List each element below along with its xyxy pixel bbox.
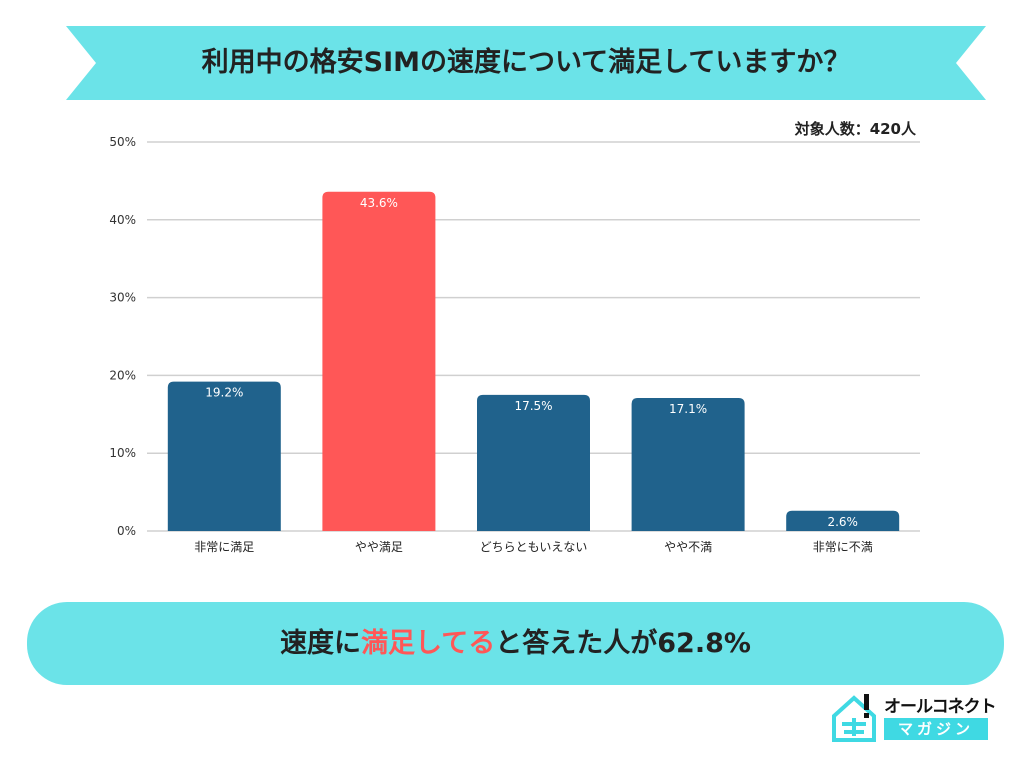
bar [167, 381, 281, 531]
sample-size: 対象人数：420人 [794, 120, 916, 138]
logo-subtitle: マガジン [884, 718, 988, 740]
data-label: 19.2% [205, 386, 243, 400]
y-tick-label: 10% [109, 446, 136, 460]
bar [322, 191, 436, 532]
summary-text: 速度に [280, 628, 362, 659]
bar [477, 394, 590, 531]
y-tick-label: 40% [109, 213, 136, 227]
data-label: 17.1% [669, 402, 707, 416]
data-label: 17.5% [514, 399, 552, 413]
bar [631, 397, 745, 531]
y-tick-label: 20% [109, 368, 136, 382]
data-label: 43.6% [360, 196, 398, 210]
data-label: 2.6% [827, 515, 858, 529]
summary-banner: 速度に満足してると答えた人が62.8% [27, 602, 1004, 685]
page-title: 利用中の格安SIMの速度について満足していますか？ [201, 47, 851, 78]
summary-text-end: と答えた人が62.8% [495, 628, 751, 659]
x-tick-label: どちらともいえない [480, 540, 588, 554]
logo-title: オールコネクト [884, 697, 997, 717]
x-tick-label: やや満足 [355, 540, 403, 554]
title-banner [66, 26, 986, 100]
summary-highlight: 満足してる [361, 628, 496, 659]
house-icon [832, 694, 876, 742]
x-tick-label: やや不満 [664, 540, 712, 554]
logo: オールコネクト マガジン [830, 692, 1000, 744]
y-tick-label: 30% [109, 291, 136, 305]
y-tick-label: 0% [117, 524, 136, 538]
bar [786, 510, 900, 531]
y-tick-label: 50% [109, 135, 136, 149]
x-tick-label: 非常に不満 [813, 540, 873, 554]
x-tick-label: 非常に満足 [194, 540, 254, 554]
bar-chart: 0% 10% 20% 30% 40% 50% 19.2% 非常に満足 43.6% やや満足 17.5… [109, 135, 920, 554]
